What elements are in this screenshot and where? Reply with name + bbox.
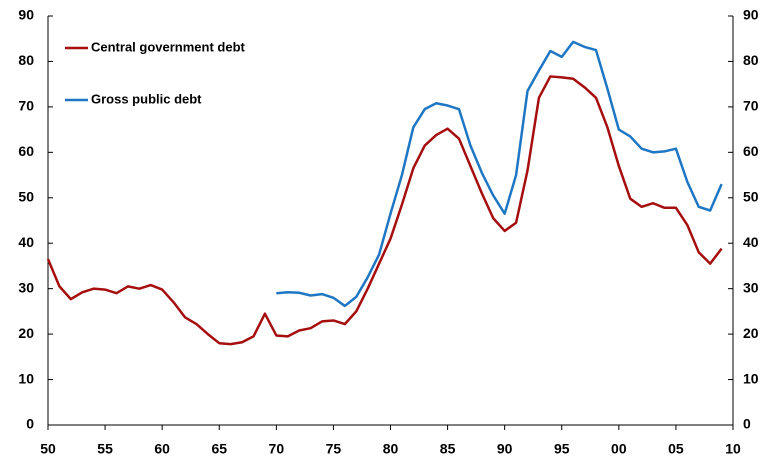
legend-box [56,26,288,121]
x-tick-label: 60 [154,441,170,457]
y-tick-label: 0 [26,416,34,432]
x-tick-label: 55 [97,441,113,457]
x-tick-label: 05 [668,441,684,457]
y-tick-label: 30 [18,279,34,295]
y-tick-label: 70 [18,98,34,114]
y2-tick-label: 30 [743,279,759,295]
y2-tick-label: 10 [743,370,759,386]
y-tick-label: 20 [18,325,34,341]
y2-tick-label: 40 [743,234,759,250]
y-tick-label: 90 [18,7,34,23]
y2-tick-label: 80 [743,52,759,68]
x-tick-label: 80 [383,441,399,457]
x-tick-label: 00 [611,441,627,457]
y-tick-label: 80 [18,52,34,68]
y-tick-label: 40 [18,234,34,250]
y2-tick-label: 90 [743,7,759,23]
y2-tick-label: 70 [743,98,759,114]
y2-tick-label: 0 [743,416,751,432]
x-tick-label: 50 [40,441,56,457]
x-tick-label: 90 [497,441,513,457]
x-tick-label: 65 [211,441,227,457]
x-tick-label: 75 [326,441,342,457]
x-tick-label: 70 [269,441,285,457]
y-tick-label: 60 [18,143,34,159]
y-tick-label: 10 [18,370,34,386]
legend-label: Central government debt [91,39,246,54]
legend-label: Gross public debt [91,91,202,106]
series-line [276,40,723,308]
x-tick-label: 95 [554,441,570,457]
y2-tick-label: 20 [743,325,759,341]
x-tick-label: 10 [725,441,741,457]
y2-tick-label: 60 [743,143,759,159]
x-tick-label: 85 [440,441,456,457]
y2-tick-label: 50 [743,188,759,204]
series-line [46,75,723,346]
y-tick-label: 50 [18,188,34,204]
